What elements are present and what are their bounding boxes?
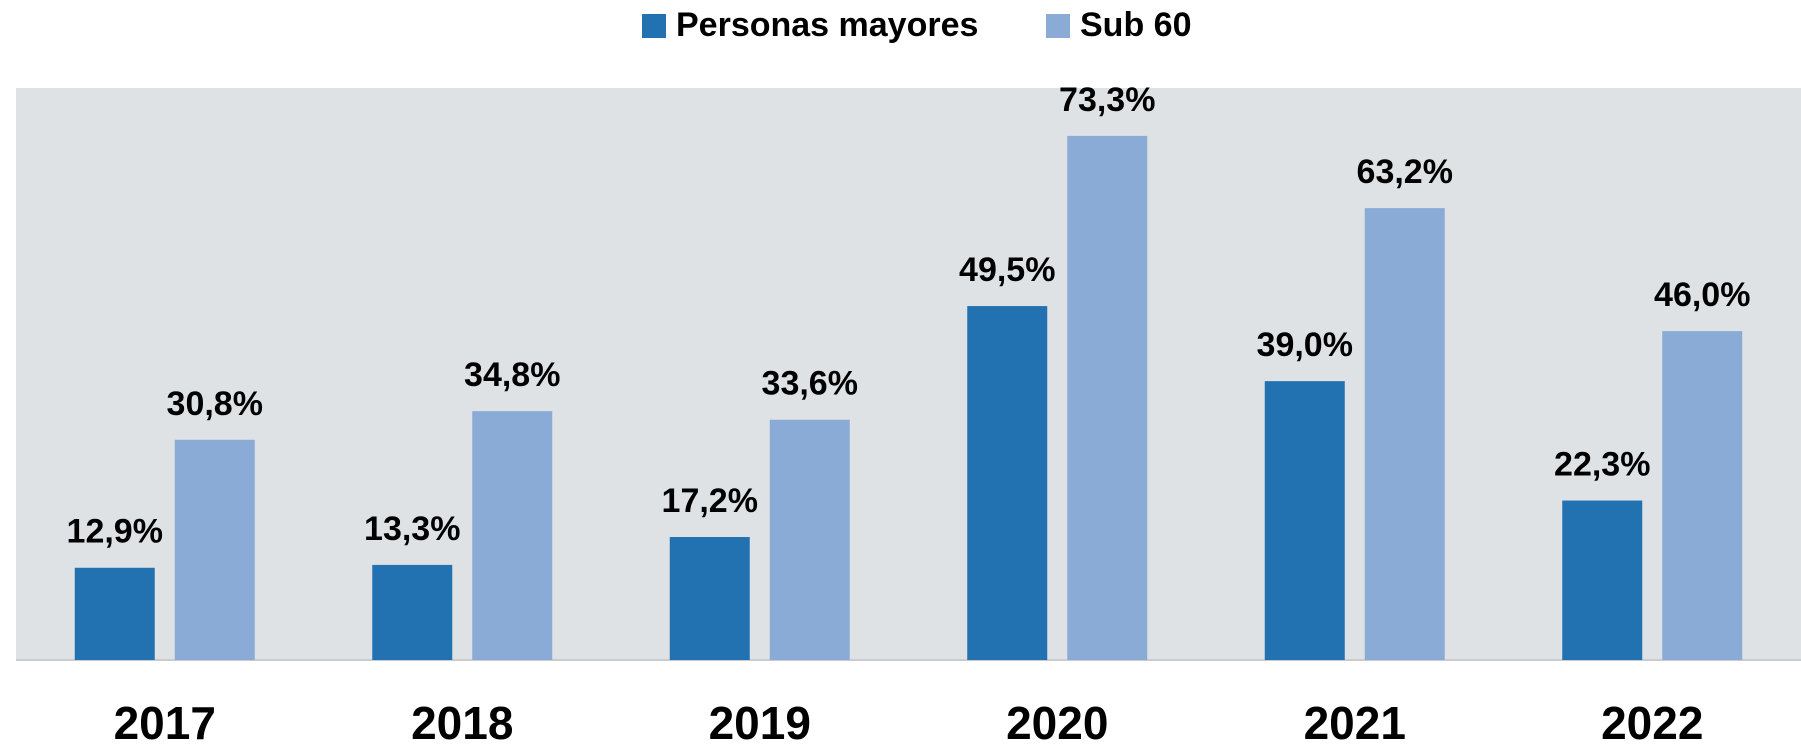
data-label: 17,2% xyxy=(662,482,758,520)
bar xyxy=(1562,500,1643,660)
data-label: 63,2% xyxy=(1357,153,1453,191)
x-tick-label: 2017 xyxy=(114,697,216,749)
x-tick-label: 2019 xyxy=(709,697,811,749)
bar xyxy=(1264,381,1345,660)
x-tick-label: 2018 xyxy=(411,697,513,749)
data-label: 34,8% xyxy=(464,356,560,394)
bar xyxy=(1662,331,1743,660)
data-label: 13,3% xyxy=(364,510,460,548)
data-label: 39,0% xyxy=(1257,326,1353,364)
bar xyxy=(472,411,553,660)
data-label: 30,8% xyxy=(167,385,263,423)
plot-area xyxy=(16,88,1801,660)
legend-label: Sub 60 xyxy=(1080,6,1191,44)
bar xyxy=(372,564,453,660)
bar xyxy=(74,567,155,660)
x-tick-label: 2021 xyxy=(1304,697,1406,749)
legend-label: Personas mayores xyxy=(676,6,978,44)
bar xyxy=(174,439,255,660)
data-label: 22,3% xyxy=(1554,446,1650,484)
bar xyxy=(1364,208,1445,660)
bar xyxy=(967,306,1048,660)
bar xyxy=(669,537,750,660)
legend-swatch xyxy=(1046,14,1070,38)
bar xyxy=(1067,135,1148,660)
data-label: 33,6% xyxy=(762,365,858,403)
data-label: 73,3% xyxy=(1059,81,1155,119)
x-tick-label: 2022 xyxy=(1601,697,1703,749)
x-tick-label: 2020 xyxy=(1006,697,1108,749)
data-label: 49,5% xyxy=(959,251,1055,289)
legend-swatch xyxy=(642,14,666,38)
data-label: 46,0% xyxy=(1654,276,1750,314)
bar xyxy=(769,419,850,660)
data-label: 12,9% xyxy=(67,513,163,551)
